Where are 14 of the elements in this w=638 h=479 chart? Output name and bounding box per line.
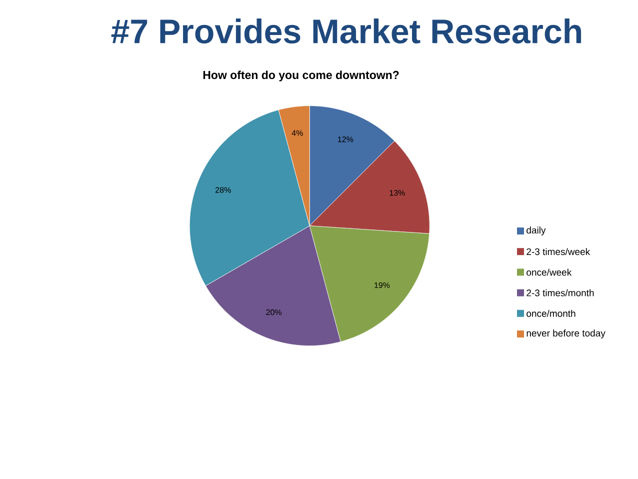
- legend-label: 2-3 times/month: [526, 289, 594, 296]
- legend-label: once/month: [526, 310, 576, 317]
- chart-subtitle: How often do you come downtown?: [203, 70, 399, 82]
- data-label: 19%: [374, 282, 390, 288]
- chart-title: #7 Provides Market Research: [111, 18, 582, 44]
- legend-label: 2-3 times/week: [526, 248, 590, 256]
- legend-label: never before today: [526, 330, 606, 338]
- data-label: 4%: [292, 130, 303, 136]
- legend-label: once/week: [526, 268, 572, 276]
- data-label: 12%: [338, 136, 354, 142]
- data-label: 28%: [216, 187, 231, 193]
- data-label: 13%: [390, 190, 405, 196]
- legend-label: daily: [526, 226, 546, 236]
- data-label: 20%: [266, 309, 282, 316]
